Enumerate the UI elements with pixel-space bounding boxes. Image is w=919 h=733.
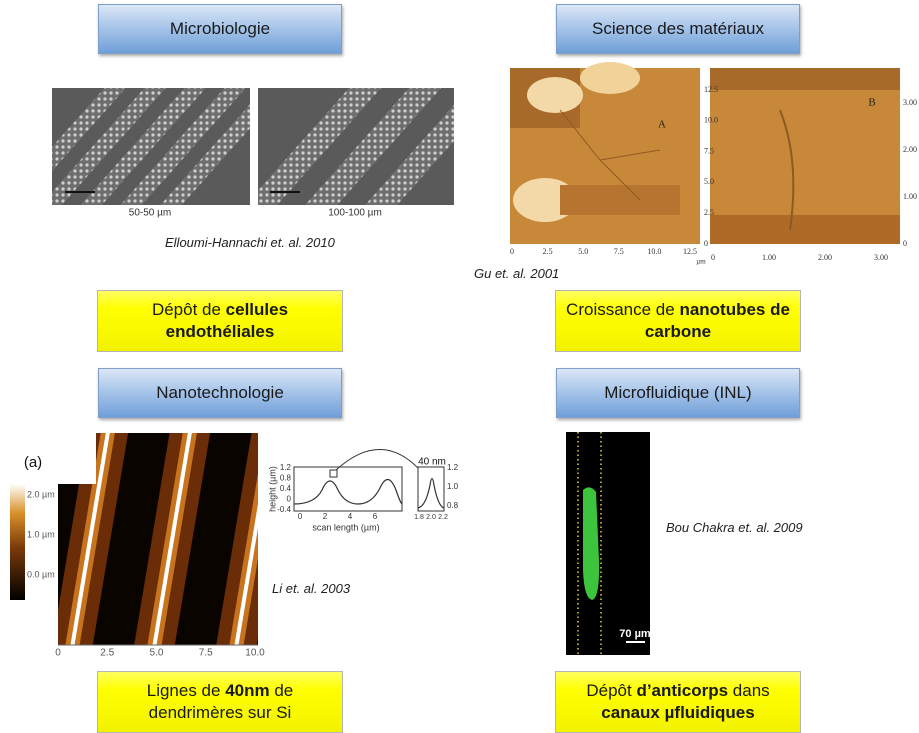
description-text: 40nm	[225, 681, 270, 700]
section-header: Nanotechnologie	[98, 368, 342, 418]
afm-image-b	[710, 68, 900, 244]
description-text: carbone	[644, 322, 712, 341]
afm-lines-image	[10, 433, 258, 646]
x-tick-label: 2.5	[543, 247, 553, 256]
description-text: Croissance de	[566, 300, 680, 319]
description-text: Dépôt de	[151, 300, 226, 319]
panel-label: (a)	[24, 454, 42, 471]
description-line: Dépôt d’anticorps dans	[586, 680, 769, 702]
image-label: 100-100 µm	[328, 208, 382, 219]
description-text: canaux µfluidiques	[601, 703, 755, 722]
cell-image-2	[258, 88, 454, 205]
description-box: Lignes de 40nm de dendrimères sur Si	[97, 671, 343, 733]
description-text: dans	[728, 681, 770, 700]
x-tick-label: 0	[711, 253, 715, 262]
y-tick-label: 0	[704, 239, 708, 248]
section-header: Microbiologie	[98, 4, 342, 54]
section-header: Science des matériaux	[556, 4, 800, 54]
height-profile-inset	[293, 449, 445, 512]
x-tick-label: 1.8	[414, 514, 424, 521]
y-tick-label: 0.8	[280, 474, 292, 483]
description-box: Dépôt de cellules endothéliales	[97, 290, 343, 352]
description-box: Croissance de nanotubes de carbone	[555, 290, 801, 352]
microfluidic-image	[566, 432, 650, 655]
x-tick-label: 7.5	[199, 648, 213, 659]
citation: Li et. al. 2003	[272, 581, 351, 596]
citation: Bou Chakra et. al. 2009	[666, 520, 803, 535]
x-tick-label: 3.00	[874, 253, 888, 262]
x-tick-label: 0	[55, 648, 61, 659]
description-text: Dépôt	[586, 681, 637, 700]
x-tick-label: 0	[298, 512, 303, 521]
x-tick-label: 0	[510, 247, 514, 256]
citation: Gu et. al. 2001	[474, 266, 560, 281]
description-text: d’anticorps	[636, 681, 729, 700]
zoom-label: 40 nm	[418, 457, 446, 468]
scale-label: 70 µm	[619, 628, 651, 640]
y-tick-label: 2.5	[704, 208, 714, 217]
section-header: Microfluidique (INL)	[556, 368, 800, 418]
y-tick-label: 0	[287, 495, 292, 504]
description-line: Dépôt de cellules	[152, 299, 288, 321]
axis-label: scan length (µm)	[312, 522, 379, 532]
y-tick-label: 0.8	[447, 501, 459, 510]
description-line: Croissance de nanotubes de	[566, 299, 790, 321]
y-tick-label: 0	[903, 239, 907, 248]
colorbar-label: 2.0 µm	[27, 489, 55, 499]
y-tick-label: 0.4	[280, 484, 292, 493]
x-tick-label: 4	[348, 512, 353, 521]
description-line: Lignes de 40nm de	[147, 680, 294, 702]
panel-label: A	[658, 119, 666, 131]
image-label: 50-50 µm	[129, 208, 171, 219]
x-tick-label: 2.00	[818, 253, 832, 262]
x-tick-label: 5.0	[150, 648, 164, 659]
x-tick-label: 7.5	[614, 247, 624, 256]
description-text: cellules	[225, 300, 289, 319]
y-tick-label: 2.00	[903, 145, 917, 154]
x-tick-label: 6	[373, 512, 378, 521]
description-line: carbone	[645, 321, 711, 343]
x-tick-label: 2.0	[426, 514, 436, 521]
panel-label: B	[868, 97, 875, 109]
axis-unit: µm	[696, 258, 706, 266]
x-tick-label: 2	[323, 512, 328, 521]
colorbar-label: 1.0 µm	[27, 529, 55, 539]
cell-image-1	[52, 88, 250, 205]
x-tick-label: 5.0	[578, 247, 588, 256]
x-tick-label: 10.0	[647, 247, 661, 256]
description-text: de	[269, 681, 294, 700]
x-tick-label: 2.2	[438, 514, 448, 521]
y-tick-label: -0.4	[277, 505, 291, 514]
x-tick-label: 1.00	[762, 253, 776, 262]
x-tick-label: 10.0	[245, 648, 265, 659]
y-tick-label: 3.00	[903, 98, 917, 107]
x-tick-label: 2.5	[100, 648, 114, 659]
y-tick-label: 10.0	[704, 116, 718, 125]
citation: Elloumi-Hannachi et. al. 2010	[165, 235, 335, 250]
description-text: dendrimères sur Si	[148, 703, 292, 722]
x-tick-label: 12.5	[683, 247, 697, 256]
afm-image-a	[510, 62, 700, 244]
description-line: dendrimères sur Si	[149, 702, 292, 724]
axis-label: height (µm)	[267, 466, 277, 512]
y-tick-label: 12.5	[704, 85, 718, 94]
y-tick-label: 1.2	[280, 463, 292, 472]
y-tick-label: 1.2	[447, 463, 459, 472]
description-text: endothéliales	[165, 322, 275, 341]
description-text: Lignes de	[146, 681, 226, 700]
description-line: endothéliales	[166, 321, 275, 343]
y-tick-label: 7.5	[704, 146, 714, 155]
y-tick-label: 1.00	[903, 192, 917, 201]
description-box: Dépôt d’anticorps dans canaux µfluidiques	[555, 671, 801, 733]
y-tick-label: 5.0	[704, 177, 714, 186]
description-text: nanotubes de	[679, 300, 790, 319]
colorbar-label: 0.0 µm	[27, 569, 55, 579]
description-line: canaux µfluidiques	[601, 702, 754, 724]
y-tick-label: 1.0	[447, 482, 459, 491]
